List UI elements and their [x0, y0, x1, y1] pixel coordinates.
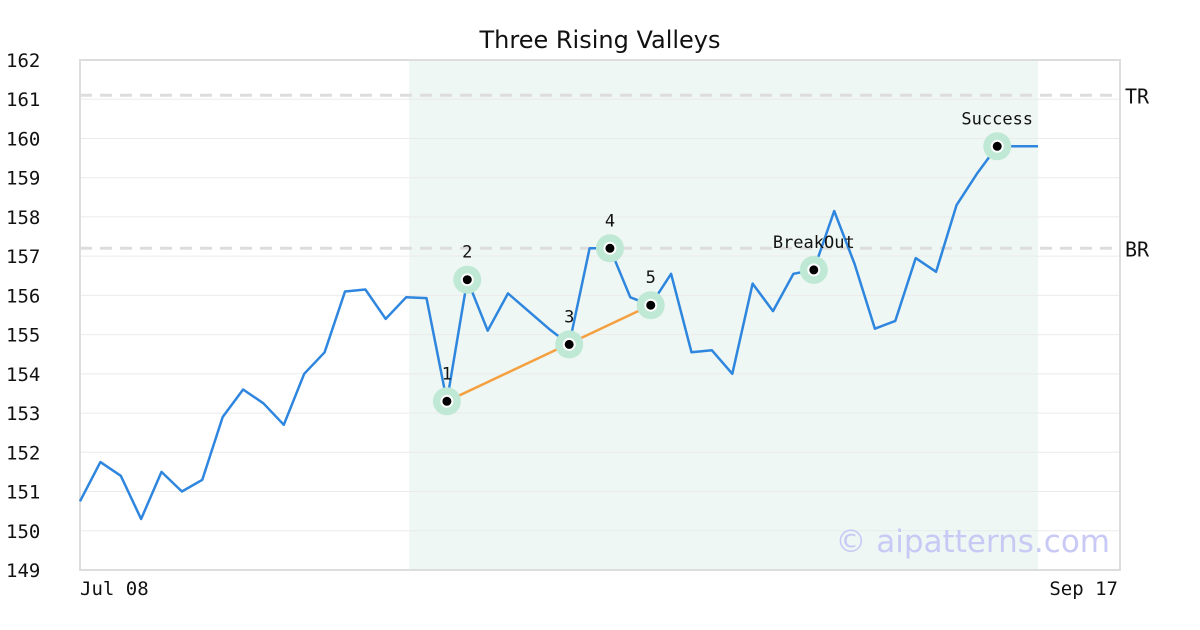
- marker-label: BreakOut: [773, 233, 855, 253]
- marker-point: [644, 298, 658, 312]
- marker-point: [460, 273, 474, 287]
- pattern-marker: 4: [595, 211, 624, 263]
- valley-trendline: [446, 304, 652, 403]
- marker-point: [562, 337, 576, 351]
- pattern-marker: Success: [961, 109, 1033, 161]
- y-tick-label: 152: [6, 442, 40, 464]
- y-tick-label: 159: [6, 168, 40, 190]
- highlight-layer: [409, 60, 1038, 570]
- marker-point: [990, 139, 1004, 153]
- pattern-highlight-region: [409, 60, 1038, 570]
- marker-label: Success: [961, 109, 1033, 129]
- marker-label: 5: [646, 268, 656, 288]
- pattern-marker: 1: [432, 364, 461, 416]
- y-tick-label: 158: [6, 207, 40, 229]
- pattern-marker: 3: [555, 307, 584, 359]
- y-tick-label: 150: [6, 521, 40, 543]
- chart-title: Three Rising Valleys: [478, 26, 720, 54]
- y-tick-label: 149: [6, 560, 40, 582]
- y-tick-label: 151: [6, 482, 40, 504]
- x-tick-label-end: Sep 17: [1049, 578, 1118, 600]
- marker-label: 4: [605, 211, 615, 231]
- y-tick-label: 154: [6, 364, 40, 386]
- y-tick-label: 162: [6, 50, 40, 72]
- reference-label-br: BR: [1125, 237, 1150, 261]
- x-tick-label-start: Jul 08: [80, 578, 149, 600]
- y-tick-label: 161: [6, 89, 40, 111]
- y-tick-label: 157: [6, 246, 40, 268]
- marker-label: 3: [564, 307, 574, 327]
- marker-point: [807, 263, 821, 277]
- plot-frame: [79, 59, 1121, 571]
- y-tick-label: 160: [6, 128, 40, 150]
- marker-label: 2: [462, 243, 472, 263]
- markers-layer: 1 2 3 4 5 BreakOut Success: [432, 109, 1033, 416]
- y-tick-label: 155: [6, 325, 40, 347]
- marker-point: [603, 241, 617, 255]
- pattern-marker: BreakOut: [773, 233, 855, 284]
- y-tick-label: 156: [6, 285, 40, 307]
- marker-label: 1: [442, 364, 452, 384]
- axis-labels-layer: 149 150 151 152 153 154 155 156 157 158 159 160 161 1…: [6, 50, 40, 582]
- marker-point: [440, 394, 454, 408]
- pattern-marker: 5: [636, 268, 665, 320]
- reference-label-tr: TR: [1125, 84, 1150, 108]
- y-tick-label: 153: [6, 403, 40, 425]
- watermark: © aipatterns.com: [835, 524, 1110, 560]
- pattern-marker: 2: [453, 243, 482, 294]
